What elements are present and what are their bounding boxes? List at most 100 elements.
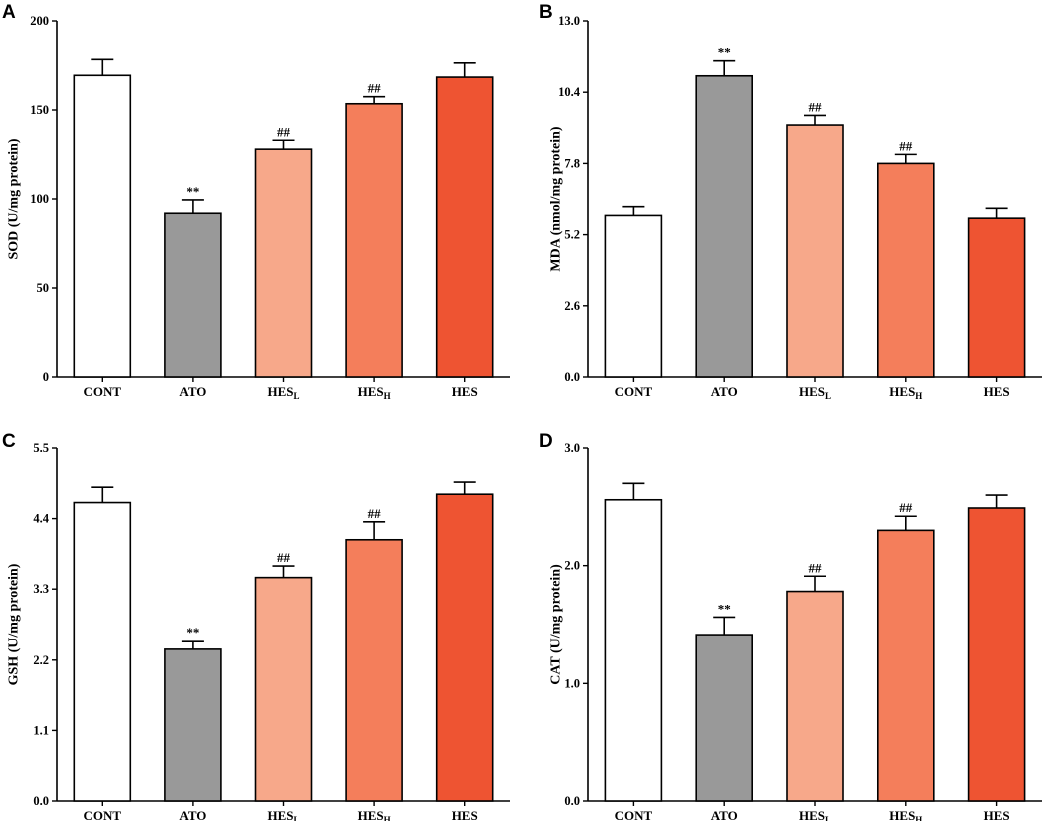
significance-label: ##: [368, 81, 382, 96]
panel-b: B MDA (nmol/mg protein) 0.0 2.6 5.2 7.8 10.4 13…: [539, 2, 1042, 401]
x-tick-label-main: HES: [267, 384, 293, 399]
y-tick-label: 1.0: [564, 676, 580, 690]
y-axis-title: GSH (U/mg protein): [7, 563, 22, 685]
panel-letter: D: [539, 431, 553, 452]
y-tick-label: 150: [30, 103, 49, 117]
x-tick-label: HESL: [267, 808, 299, 821]
significance-label: ##: [809, 99, 823, 114]
significance-label: **: [186, 625, 199, 640]
x-tick-label-main: HES: [889, 384, 915, 399]
bar: [604, 498, 663, 802]
y-tick-label: 7.8: [564, 156, 580, 170]
x-tick-label-main: CONT: [84, 384, 122, 399]
y-tick-label: 3.3: [33, 582, 49, 596]
x-tick-label: HESL: [799, 384, 831, 401]
y-tick-label: 4.4: [33, 512, 49, 526]
x-tick-label-subscript: H: [384, 391, 391, 401]
bar: [786, 124, 844, 378]
x-tick-label-subscript: H: [915, 815, 922, 821]
x-tick-label-main: HES: [984, 808, 1010, 821]
bar: [254, 148, 313, 378]
x-tick-label: CONT: [84, 384, 122, 399]
x-tick-label-subscript: L: [294, 391, 300, 401]
panel-letter: A: [2, 2, 16, 23]
bar: [967, 217, 1026, 378]
x-tick-label: HESH: [889, 384, 922, 401]
y-tick-label: 0.0: [564, 794, 580, 808]
x-tick-label-subscript: L: [825, 815, 831, 821]
y-tick-label: 5.5: [33, 441, 49, 455]
y-axis-title: MDA (nmol/mg protein): [549, 126, 564, 272]
bar: [876, 162, 935, 378]
bar: [164, 212, 222, 378]
y-tick-label: 2.6: [564, 299, 580, 313]
y-tick-label: 0: [43, 370, 49, 384]
panel-a: A SOD (U/mg protein) 0 50 100 150 200 CONT ** ATO…: [2, 2, 510, 401]
bar: [435, 76, 494, 378]
x-tick-label-main: HES: [889, 808, 915, 821]
significance-label: ##: [809, 560, 823, 575]
x-tick-label-subscript: L: [294, 815, 300, 821]
x-tick-label-main: ATO: [711, 808, 738, 821]
significance-label: **: [718, 45, 731, 60]
x-tick-label-main: HES: [452, 808, 478, 821]
x-tick-label-main: ATO: [179, 384, 206, 399]
y-tick-label: 3.0: [564, 441, 580, 455]
x-tick-label-main: HES: [267, 808, 293, 821]
significance-label: ##: [368, 506, 382, 521]
x-tick-label-main: HES: [452, 384, 478, 399]
panel-letter: C: [2, 431, 16, 452]
bar: [73, 501, 132, 802]
x-tick-label-subscript: H: [915, 391, 922, 401]
x-tick-label: ATO: [711, 808, 738, 821]
x-tick-label-main: HES: [984, 384, 1010, 399]
x-tick-label: HES: [984, 384, 1010, 399]
y-tick-label: 50: [37, 281, 50, 295]
x-tick-label-main: HES: [358, 384, 384, 399]
x-tick-label-main: HES: [358, 808, 384, 821]
bar: [345, 538, 403, 802]
x-tick-label: HES: [984, 808, 1010, 821]
x-tick-label-main: CONT: [615, 384, 653, 399]
x-tick-label-subscript: H: [384, 815, 391, 821]
x-tick-label: HES: [452, 808, 478, 821]
x-tick-label-main: CONT: [84, 808, 122, 821]
bar: [164, 648, 222, 802]
significance-label: **: [186, 184, 199, 199]
x-tick-label-main: CONT: [615, 808, 653, 821]
x-tick-label-main: ATO: [179, 808, 206, 821]
significance-label: ##: [899, 500, 913, 515]
panel-d: D CAT (U/mg protein) 0.0 1.0 2.0 3.0 CONT ** ATO…: [539, 431, 1042, 821]
significance-label: **: [718, 601, 731, 616]
x-tick-label-main: HES: [799, 808, 825, 821]
y-tick-label: 100: [30, 192, 49, 206]
x-tick-label: HESL: [267, 384, 299, 401]
significance-label: ##: [277, 550, 291, 565]
bar: [967, 507, 1026, 802]
bar: [695, 634, 754, 802]
x-tick-label: HESH: [358, 384, 391, 401]
panel-letter: B: [539, 2, 553, 23]
x-tick-label: ATO: [711, 384, 738, 399]
bar: [345, 102, 403, 378]
bar: [695, 74, 754, 378]
panel-c: C GSH (U/mg protein) 0.0 1.1 2.2 3.3 4.4 5.5 CON…: [2, 431, 510, 821]
x-tick-label: CONT: [615, 384, 653, 399]
x-tick-label-subscript: L: [825, 391, 831, 401]
significance-label: ##: [277, 124, 291, 139]
y-tick-label: 2.2: [33, 653, 49, 667]
x-tick-label: HESL: [799, 808, 831, 821]
x-tick-label: CONT: [84, 808, 122, 821]
x-tick-label: HESH: [358, 808, 391, 821]
x-tick-label: HES: [452, 384, 478, 399]
y-tick-label: 13.0: [558, 14, 580, 28]
bar: [604, 214, 663, 378]
x-tick-label: HESH: [889, 808, 922, 821]
x-tick-label-main: HES: [799, 384, 825, 399]
x-tick-label: ATO: [179, 808, 206, 821]
bar: [786, 590, 844, 802]
y-tick-label: 10.4: [558, 85, 581, 99]
y-tick-label: 1.1: [33, 723, 49, 737]
x-tick-label: ATO: [179, 384, 206, 399]
